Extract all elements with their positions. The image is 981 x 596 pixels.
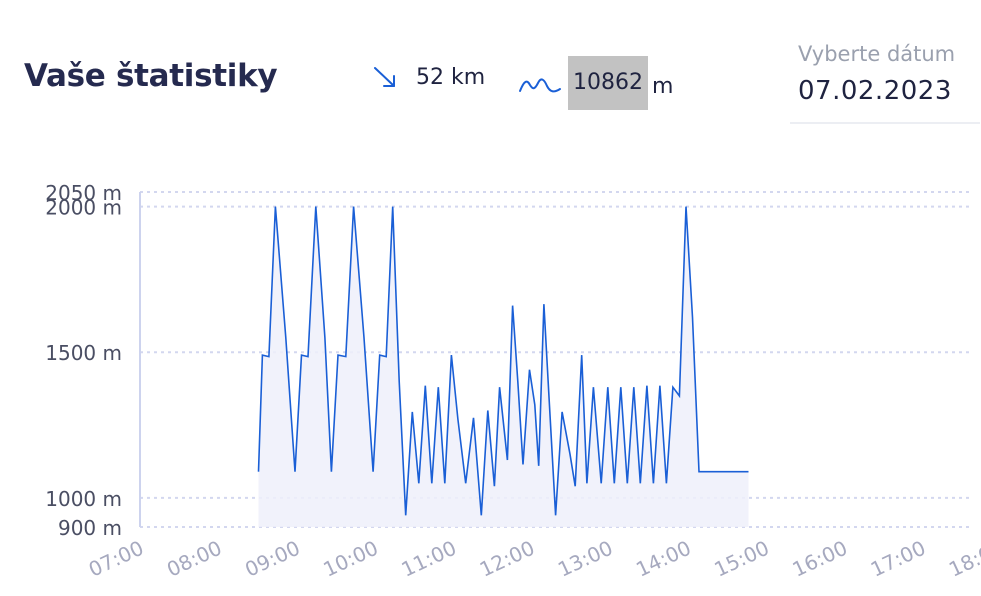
elevation-value: 10862 bbox=[568, 56, 648, 110]
x-tick-label-10: 17:00 bbox=[867, 536, 929, 582]
date-picker-label: Vyberte dátum bbox=[798, 42, 956, 66]
date-picker[interactable]: Vyberte dátum 07.02.2023 bbox=[790, 38, 980, 124]
x-tick-label-9: 16:00 bbox=[789, 536, 851, 582]
y-tick-label-0: 2050 m bbox=[45, 181, 122, 205]
y-tick-label-2: 1500 m bbox=[45, 341, 122, 365]
elevation-stat: 10862 m bbox=[518, 56, 674, 110]
x-tick-label-6: 13:00 bbox=[554, 536, 616, 582]
x-tick-label-3: 10:00 bbox=[319, 536, 381, 582]
series-area-0 bbox=[258, 206, 749, 527]
distance-value: 52 km bbox=[416, 64, 486, 90]
y-tick-label-3: 1000 m bbox=[45, 487, 122, 511]
y-tick-label-4: 900 m bbox=[58, 516, 122, 540]
x-tick-label-2: 09:00 bbox=[241, 536, 303, 582]
date-picker-value[interactable]: 07.02.2023 bbox=[798, 76, 952, 106]
x-tick-label-4: 11:00 bbox=[398, 536, 460, 582]
x-tick-label-5: 12:00 bbox=[476, 536, 538, 582]
series-line-0 bbox=[257, 206, 749, 516]
descending-arrow-icon bbox=[374, 67, 395, 87]
mountain-line-icon bbox=[519, 78, 561, 93]
elevation-unit: m bbox=[652, 73, 674, 99]
x-tick-label-8: 15:00 bbox=[710, 536, 772, 582]
x-tick-label-1: 08:00 bbox=[163, 536, 225, 582]
x-tick-label-11: 18:00 bbox=[945, 536, 981, 582]
x-tick-label-0: 07:00 bbox=[85, 536, 147, 582]
page-title: Vaše štatistiky bbox=[24, 58, 278, 94]
distance-stat: 52 km bbox=[372, 62, 485, 92]
y-tick-label-1: 2000 m bbox=[45, 196, 122, 220]
x-tick-label-7: 14:00 bbox=[632, 536, 694, 582]
